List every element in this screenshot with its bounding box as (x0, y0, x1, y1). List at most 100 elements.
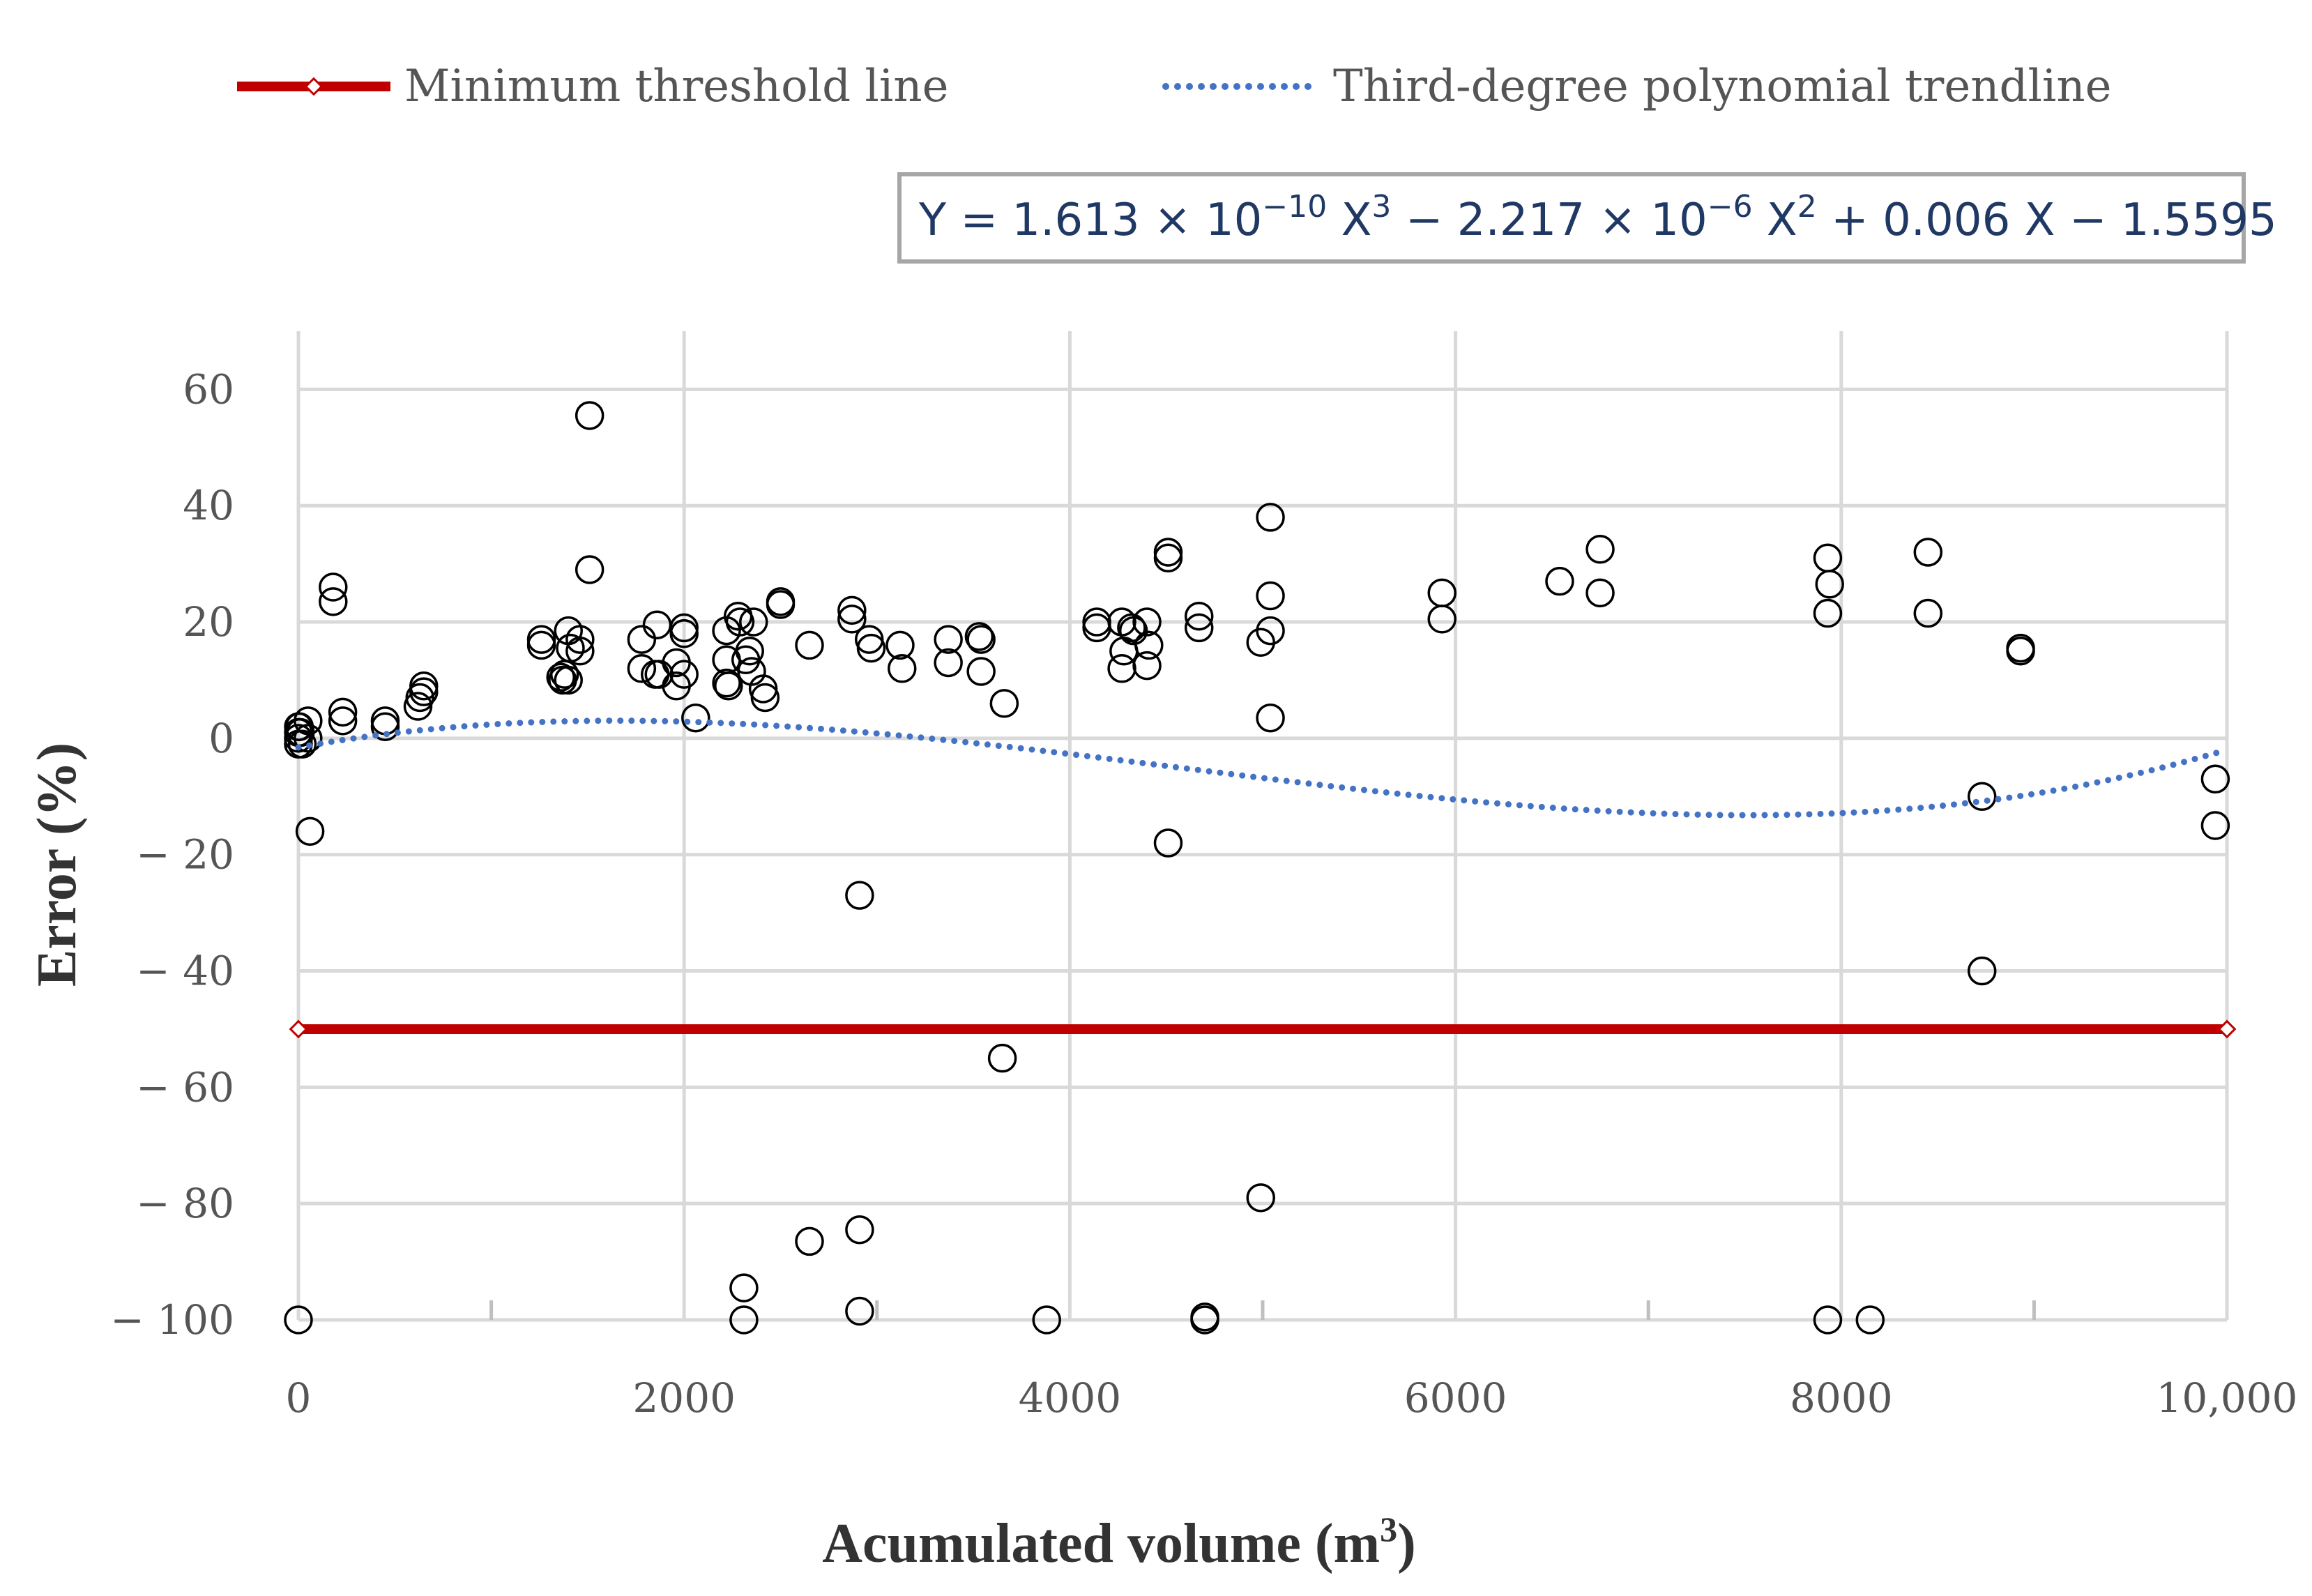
data-point-86 (1132, 607, 1162, 637)
equation-part-0: Y = 1.613 × 10 (918, 195, 1262, 246)
data-point-41 (669, 660, 699, 689)
y-tick-label-5: − 40 (136, 948, 234, 995)
x-tick-label-1: 2000 (632, 1374, 736, 1422)
data-point-14 (328, 706, 358, 736)
data-point-106 (1585, 578, 1615, 608)
legend-entry-threshold: Minimum threshold line (237, 61, 948, 112)
data-point-65 (729, 1273, 759, 1302)
data-point-57 (766, 590, 796, 619)
data-point-98 (1256, 581, 1285, 611)
data-point-10 (284, 1305, 313, 1335)
data-point-102 (1427, 578, 1457, 608)
y-tick-label-1: 40 (183, 482, 234, 529)
data-point-58 (795, 630, 824, 660)
data-point-78 (1032, 1305, 1061, 1335)
x-axis-title-tail: ) (1397, 1513, 1416, 1574)
data-point-46 (712, 668, 741, 698)
y-tick-label-0: 60 (183, 365, 234, 413)
data-point-97 (1256, 503, 1285, 532)
y-tick-label-4: − 20 (136, 831, 234, 879)
data-point-27 (554, 665, 583, 695)
data-point-22 (526, 630, 556, 660)
data-point-19 (409, 671, 439, 701)
trendline-equation: Y = 1.613 × 10−10 X3 − 2.217 × 10−6 X2 +… (918, 189, 2277, 246)
y-tick-label-2: 20 (183, 598, 234, 646)
data-point-119 (2200, 811, 2230, 840)
data-point-90 (1153, 543, 1183, 573)
equation-part-8: + 0.006 X − 1.5595 (1817, 195, 2277, 246)
data-point-30 (565, 637, 595, 666)
legend-threshold-marker (304, 77, 324, 96)
x-tick-labels: 0 2000 4000 6000 8000 10,000 (286, 1374, 2298, 1422)
data-point-60 (837, 605, 867, 634)
data-point-62 (856, 633, 886, 663)
legend: Minimum threshold line Third-degree poly… (237, 61, 2111, 112)
threshold-end-marker (2217, 1019, 2237, 1039)
data-point-91 (1153, 828, 1183, 858)
x-axis-title: Acumulated volume (m3) (822, 1510, 1416, 1574)
data-point-73 (964, 622, 994, 651)
x-axis-title-main: Acumulated volume (m (822, 1513, 1380, 1574)
data-point-74 (966, 625, 996, 654)
data-point-8 (294, 724, 323, 753)
data-point-68 (845, 1215, 874, 1245)
x-axis-title-sup: 3 (1380, 1510, 1397, 1549)
data-point-105 (1585, 535, 1615, 564)
data-point-64 (888, 654, 917, 683)
x-tick-label-3: 6000 (1404, 1374, 1507, 1422)
data-point-72 (934, 648, 963, 678)
x-minor-ticks (489, 1300, 2036, 1320)
data-point-93 (1184, 613, 1214, 643)
data-point-40 (669, 613, 699, 643)
data-point-99 (1256, 616, 1285, 646)
data-point-36 (642, 610, 672, 639)
data-point-47 (714, 671, 743, 701)
data-points (284, 401, 2230, 1335)
data-point-29 (565, 625, 595, 654)
data-point-113 (1913, 598, 1943, 628)
legend-entry-trendline: Third-degree polynomial trendline (1162, 61, 2111, 112)
data-point-77 (987, 1043, 1017, 1073)
equation-box-border (897, 172, 2246, 264)
y-tick-label-3: 0 (208, 715, 234, 762)
data-point-110 (1813, 1305, 1843, 1335)
data-point-95 (1190, 1305, 1219, 1335)
data-point-88 (1134, 630, 1164, 660)
data-point-114 (1967, 782, 1997, 812)
data-point-43 (681, 703, 710, 733)
x-tick-label-4: 8000 (1790, 1374, 1893, 1422)
x-tick-label-2: 4000 (1019, 1374, 1122, 1422)
equation-part-5: −6 (1708, 189, 1753, 225)
y-tick-label-6: − 60 (136, 1063, 234, 1111)
data-point-103 (1427, 605, 1457, 634)
data-point-87 (1132, 651, 1162, 681)
data-point-6 (287, 729, 317, 759)
data-point-55 (750, 683, 780, 713)
data-point-112 (1913, 538, 1943, 567)
equation-part-3: 3 (1371, 189, 1391, 225)
data-point-21 (526, 625, 556, 654)
data-point-100 (1256, 703, 1285, 733)
y-tick-label-8: − 100 (110, 1296, 234, 1344)
data-point-96 (1246, 628, 1275, 658)
data-point-66 (729, 1305, 759, 1335)
threshold-start-marker (289, 1019, 308, 1039)
data-point-18 (405, 683, 435, 713)
x-tick-label-0: 0 (286, 1374, 312, 1422)
data-point-67 (795, 1226, 824, 1256)
data-point-51 (735, 637, 764, 666)
data-point-107 (1813, 543, 1843, 573)
data-point-79 (1082, 607, 1111, 637)
y-axis-title: Error (%) (26, 743, 88, 987)
data-point-15 (370, 706, 400, 736)
data-point-12 (319, 587, 348, 616)
data-point-70 (845, 881, 874, 910)
equation-part-4: − 2.217 × 10 (1391, 195, 1707, 246)
data-point-80 (1082, 613, 1111, 643)
gridlines (296, 331, 2229, 1322)
data-point-7 (294, 706, 323, 736)
trendline (295, 717, 2230, 819)
data-point-76 (989, 689, 1019, 718)
equation-part-6: X (1753, 195, 1797, 246)
